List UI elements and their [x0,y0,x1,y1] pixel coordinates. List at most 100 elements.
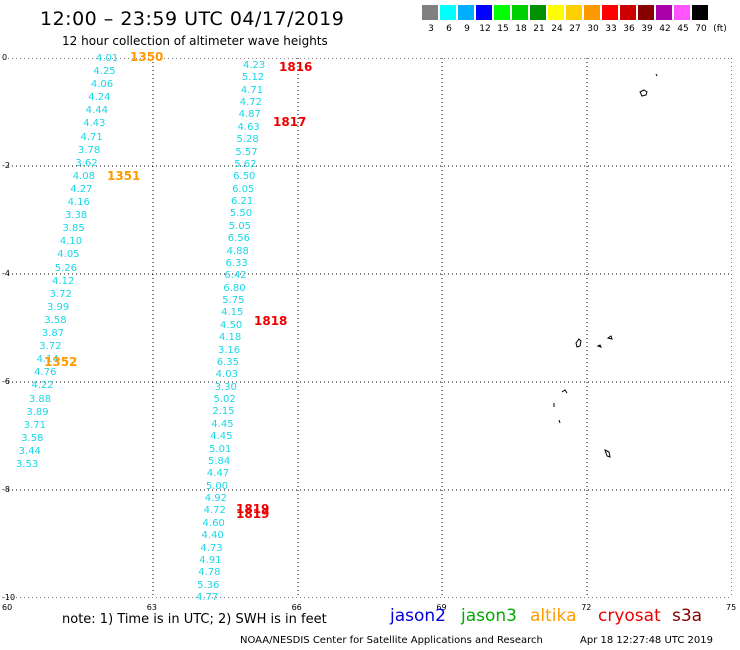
x-tick-label: 66 [291,603,302,612]
time-mark: 1816 [279,60,313,74]
scale-swatch [620,5,636,20]
scale-label: 21 [533,24,545,34]
wave-height-obs: 4.71 [240,84,264,96]
scale-label: 45 [677,24,689,34]
time-mark: 1351 [107,169,141,183]
wave-height-obs: 3.16 [217,344,241,356]
wave-height-obs: 6.80 [223,282,246,294]
y-tick-label: -2 [2,161,10,170]
wave-height-obs: 5.00 [205,480,229,492]
wave-height-obs: 4.44 [85,105,108,117]
wave-height-obs: 4.01 [96,53,119,64]
wave-height-obs: 3.72 [39,341,62,353]
scale-swatch [674,5,690,20]
wave-height-obs: 3.44 [18,445,41,457]
island-shape [639,89,648,97]
wave-height-obs: 4.88 [226,245,249,257]
island-shape [606,335,613,340]
scale-swatch [440,5,456,20]
scale-label: 9 [464,24,470,34]
wave-height-obs: 5.36 [197,579,220,591]
y-tick-label: 0 [2,53,8,62]
map-plot-area: 4.01 4.25 4.06 4.24 4.44 4.43 4.71 3.78 3.62 4.08… [8,50,732,603]
scale-label: 39 [641,24,653,34]
scale-unit: (ft) [713,24,727,34]
time-mark: 1819 [236,502,270,516]
wave-height-obs: 4.12 [52,275,75,287]
wave-height-obs: 6.42 [224,270,247,282]
y-tick-label: -8 [2,485,10,494]
map-grid [8,58,732,598]
wave-height-obs: 3.71 [23,419,46,431]
scale-swatch [530,5,546,20]
wave-height-obs: 4.76 [34,367,57,379]
scale-label: 24 [551,24,563,34]
scale-swatch [422,5,438,20]
wave-height-obs: 5.26 [54,262,77,274]
wave-height-obs: 4.73 [200,542,223,554]
scale-label: 18 [515,24,527,34]
wave-height-obs: 6.50 [233,171,256,183]
wave-height-obs: 6.56 [227,233,250,245]
scale-swatch [638,5,654,20]
wave-height-obs: 4.16 [67,197,90,209]
wave-height-obs: 4.45 [210,431,233,443]
wave-height-obs: 3.30 [214,381,237,393]
scale-swatch [512,5,528,20]
wave-height-obs: 4.43 [83,118,106,130]
color-scale-legend: 3 6 9 12 15 18 21 24 27 30 33 36 39 42 45 70 (ft) [422,5,732,37]
scale-swatch [476,5,492,20]
chart-title: 12:00 – 23:59 UTC 04/17/2019 [40,8,345,30]
wave-height-obs: 3.38 [65,210,88,222]
wave-height-obs: 3.53 [16,459,39,470]
scale-label: 70 [695,24,707,34]
scale-swatch [584,5,600,20]
wave-height-obs: 4.18 [218,332,242,344]
wave-height-obs: 3.85 [62,223,85,235]
wave-height-obs: 3.62 [75,157,98,169]
scale-label: 3 [428,24,434,34]
island-shape [558,419,561,424]
island-shape [575,338,582,348]
scale-swatch [692,5,708,20]
wave-height-obs: 4.24 [88,92,111,104]
credit-line: NOAA/NESDIS Center for Satellite Applica… [240,635,543,646]
island-shape [596,344,602,348]
footnote: note: 1) Time is in UTC; 2) SWH is in fe… [62,612,327,627]
time-mark: 1818 [254,314,288,328]
scale-label: 15 [497,24,509,34]
wave-height-obs: 5.05 [228,220,252,232]
satellite-legend-jason2: jason2 [390,606,446,626]
satellite-legend-altika: altika [530,606,577,626]
time-mark: 1817 [273,115,307,129]
wave-height-obs: 4.14 [36,354,59,366]
wave-height-obs: 4.23 [243,60,266,71]
wave-height-obs: 4.63 [237,121,260,133]
wave-height-obs: 4.72 [203,505,226,517]
wave-height-obs: 4.10 [59,236,83,248]
wave-height-obs: 3.87 [41,328,65,340]
scale-label: 42 [659,24,671,34]
x-tick-label: 75 [726,603,737,612]
wave-height-obs: 5.02 [213,394,236,406]
wave-height-obs: 5.75 [222,295,245,307]
satellite-legend-s3a: s3a [672,606,703,626]
y-tick-label: -10 [2,593,16,602]
wave-height-obs: 3.99 [46,301,70,313]
wave-height-obs: 6.05 [232,183,255,195]
x-tick-label: 69 [436,603,447,612]
wave-height-obs: 4.91 [199,554,222,566]
wave-height-obs: 5.12 [241,72,265,84]
wave-height-obs: 5.84 [208,455,231,467]
wave-height-obs: 4.60 [202,517,225,529]
island-shape [561,389,568,394]
time-mark: 1350 [130,50,164,64]
wave-height-obs: 3.78 [77,144,101,156]
scale-label: 6 [446,24,452,34]
wave-height-obs: 4.47 [206,468,230,480]
island-shape [604,449,611,458]
y-tick-label: -4 [2,269,10,278]
wave-height-obs: 5.01 [209,443,232,455]
scale-swatch [458,5,474,20]
x-tick-label: 72 [581,603,592,612]
